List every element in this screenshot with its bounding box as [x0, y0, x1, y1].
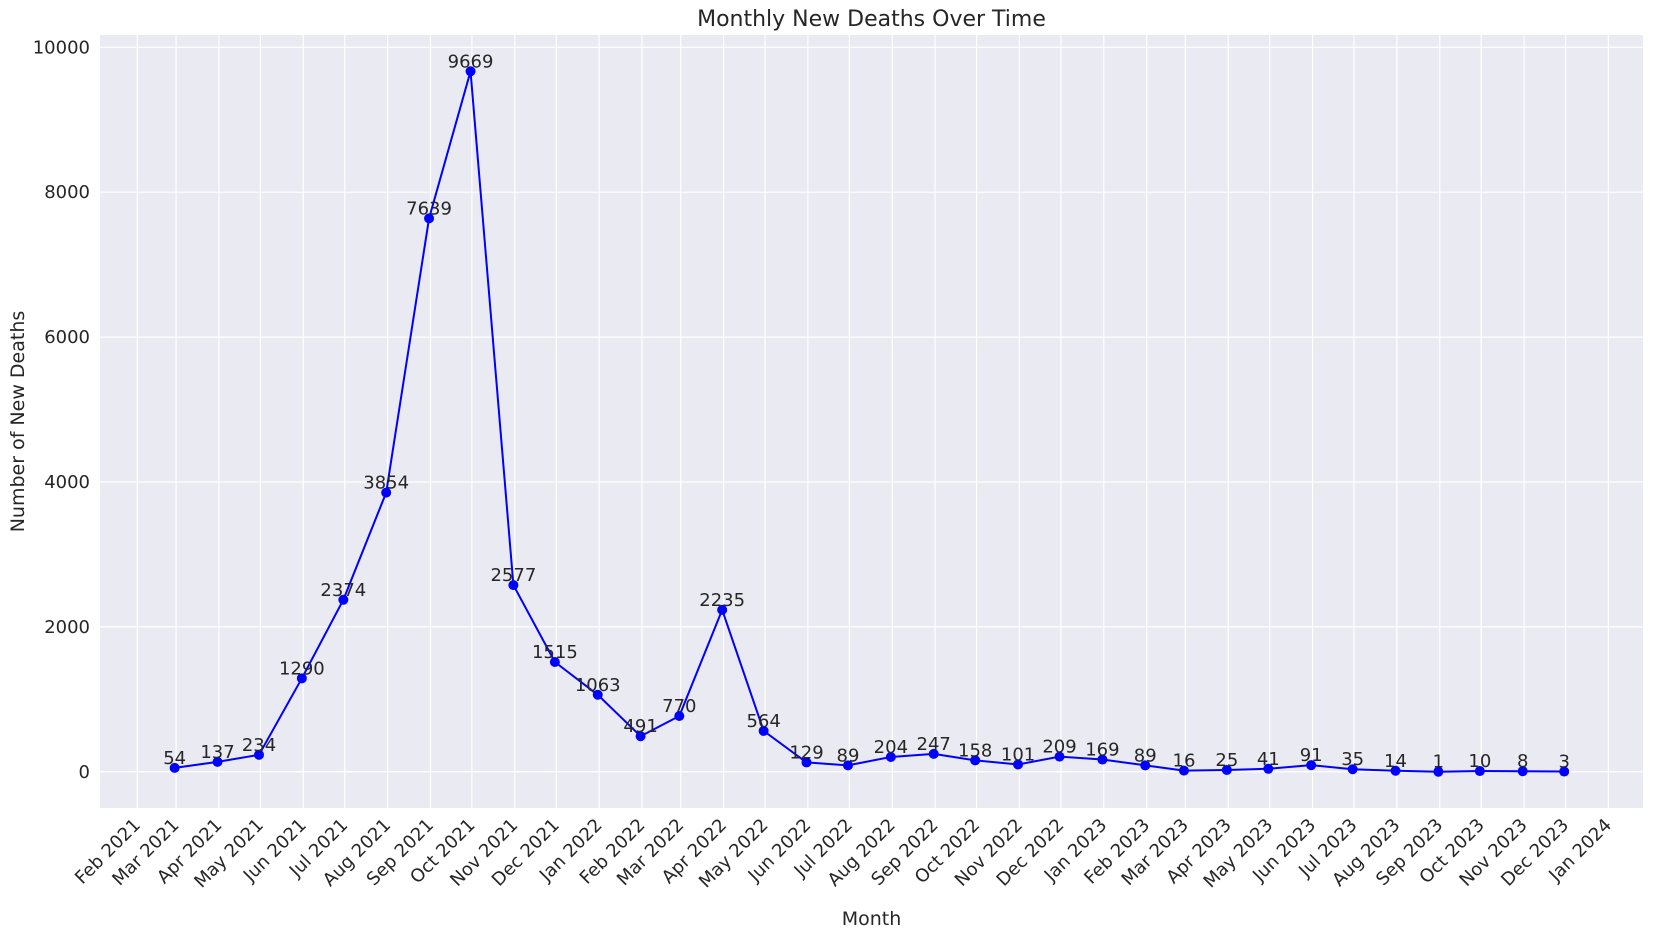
data-label: 247	[917, 734, 951, 755]
data-label: 3	[1558, 752, 1569, 773]
data-label: 129	[789, 742, 823, 763]
data-label: 16	[1173, 751, 1196, 772]
data-label: 234	[242, 735, 276, 756]
data-label: 1	[1433, 752, 1444, 773]
data-label: 9669	[448, 51, 494, 72]
plot-area	[100, 35, 1643, 808]
data-point	[842, 760, 853, 771]
data-point	[635, 731, 646, 742]
data-point	[1390, 765, 1401, 776]
data-point	[1140, 760, 1151, 771]
data-point	[465, 66, 476, 77]
data-point	[592, 689, 603, 700]
data-label: 1063	[575, 675, 621, 696]
data-point	[1559, 766, 1570, 777]
data-label: 1290	[279, 658, 325, 679]
data-label: 54	[163, 748, 186, 769]
data-point	[801, 757, 812, 768]
data-label: 14	[1384, 751, 1407, 772]
data-point	[169, 762, 180, 773]
data-label: 491	[623, 716, 657, 737]
data-point	[885, 751, 896, 762]
data-label: 2374	[320, 580, 366, 601]
data-label: 35	[1341, 749, 1364, 770]
data-point	[1347, 764, 1358, 775]
data-point	[549, 657, 560, 668]
data-label: 209	[1042, 737, 1076, 758]
data-point	[717, 604, 728, 615]
data-label: 2577	[490, 565, 536, 586]
y-axis-title: Number of New Deaths	[7, 311, 29, 533]
data-point	[381, 487, 392, 498]
data-point	[1097, 754, 1108, 765]
data-label: 564	[746, 711, 780, 732]
grid-lines	[100, 35, 1643, 808]
data-label: 89	[1134, 745, 1157, 766]
data-point	[928, 748, 939, 759]
y-tick-label: 8000	[44, 182, 90, 203]
data-label: 41	[1257, 749, 1280, 770]
y-tick-label: 4000	[44, 472, 90, 493]
data-point	[1054, 751, 1065, 762]
data-label: 2235	[699, 590, 745, 611]
series-layer	[169, 66, 1570, 777]
data-label: 158	[958, 740, 992, 761]
data-label: 91	[1300, 745, 1323, 766]
data-point	[1517, 766, 1528, 777]
data-label: 25	[1215, 750, 1238, 771]
y-tick-label: 0	[79, 762, 90, 783]
data-label: 770	[662, 696, 696, 717]
chart-title: Monthly New Deaths Over Time	[697, 7, 1046, 32]
x-axis-title: Month	[842, 908, 902, 930]
data-point	[1013, 759, 1024, 770]
data-point	[508, 580, 519, 591]
data-label: 10	[1468, 751, 1491, 772]
data-point	[674, 710, 685, 721]
data-label: 7639	[406, 198, 452, 219]
data-point	[758, 725, 769, 736]
data-point	[1178, 765, 1189, 776]
data-label: 1515	[532, 642, 578, 663]
data-point	[296, 673, 307, 684]
data-point	[1474, 766, 1485, 777]
data-label: 101	[1001, 744, 1035, 765]
data-point	[1263, 763, 1274, 774]
data-point	[254, 749, 265, 760]
data-point	[1306, 760, 1317, 771]
data-label: 3854	[363, 473, 409, 494]
y-tick-label: 6000	[44, 327, 90, 348]
data-point	[1433, 766, 1444, 777]
data-point	[212, 756, 223, 767]
data-label: 169	[1085, 740, 1119, 761]
series-line	[174, 71, 1565, 773]
y-tick-label: 2000	[44, 617, 90, 638]
data-label: 137	[200, 742, 234, 763]
y-axis-ticks: 0 2000 4000 6000 8000 10000	[33, 37, 90, 782]
data-label: 89	[837, 745, 860, 766]
data-label: 204	[874, 737, 908, 758]
data-point	[970, 755, 981, 766]
data-label: 8	[1517, 751, 1528, 772]
y-tick-label: 10000	[33, 37, 90, 58]
data-labels: 54 137 234 1290 2374 3854 7639 9669 2577 1515 1063…	[163, 51, 1570, 772]
data-point	[338, 594, 349, 605]
data-point	[424, 213, 435, 224]
data-point	[1221, 764, 1232, 775]
